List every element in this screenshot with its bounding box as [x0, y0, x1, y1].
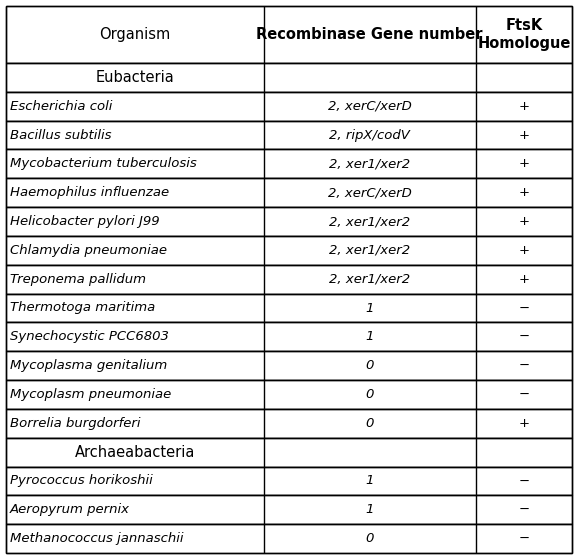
Text: −: − [518, 301, 529, 315]
Text: 0: 0 [365, 417, 374, 430]
Bar [6, 467, 572, 495]
Bar [6, 265, 572, 294]
Bar [6, 495, 572, 524]
Text: −: − [518, 532, 529, 545]
Bar [6, 6, 572, 63]
Text: 1: 1 [365, 504, 374, 516]
Text: Organism: Organism [99, 27, 171, 42]
Text: Methanococcus jannaschii: Methanococcus jannaschii [10, 532, 183, 545]
Text: +: + [518, 215, 529, 228]
Text: +: + [518, 417, 529, 430]
Text: Thermotoga maritima: Thermotoga maritima [10, 301, 155, 315]
Text: Recombinase Gene number: Recombinase Gene number [257, 27, 483, 42]
Text: 2, xerC/xerD: 2, xerC/xerD [328, 100, 412, 113]
Text: Borrelia burgdorferi: Borrelia burgdorferi [10, 417, 140, 430]
Text: Escherichia coli: Escherichia coli [10, 100, 112, 113]
Bar [6, 351, 572, 380]
Bar [6, 380, 572, 409]
Text: +: + [518, 186, 529, 199]
Text: Chlamydia pneumoniae: Chlamydia pneumoniae [10, 244, 167, 257]
Text: 1: 1 [365, 475, 374, 487]
Text: Mycoplasma genitalium: Mycoplasma genitalium [10, 359, 167, 372]
Text: Mycoplasm pneumoniae: Mycoplasm pneumoniae [10, 388, 171, 401]
Bar [6, 236, 572, 265]
Text: −: − [518, 504, 529, 516]
Text: Bacillus subtilis: Bacillus subtilis [10, 129, 112, 141]
Bar [6, 207, 572, 236]
Text: Treponema pallidum: Treponema pallidum [10, 273, 146, 286]
Bar [6, 121, 572, 149]
Text: 0: 0 [365, 532, 374, 545]
Text: +: + [518, 100, 529, 113]
Text: Pyrococcus horikoshii: Pyrococcus horikoshii [10, 475, 153, 487]
Text: Aeropyrum pernix: Aeropyrum pernix [10, 504, 130, 516]
Text: 2, xer1/xer2: 2, xer1/xer2 [329, 244, 410, 257]
Text: 1: 1 [365, 301, 374, 315]
Text: 2, xer1/xer2: 2, xer1/xer2 [329, 215, 410, 228]
Text: +: + [518, 158, 529, 170]
Text: Haemophilus influenzae: Haemophilus influenzae [10, 186, 169, 199]
Bar [6, 524, 572, 553]
Text: 2, ripX/codV: 2, ripX/codV [329, 129, 410, 141]
Text: Helicobacter pylori J99: Helicobacter pylori J99 [10, 215, 160, 228]
Text: −: − [518, 359, 529, 372]
Text: 0: 0 [365, 388, 374, 401]
Text: −: − [518, 388, 529, 401]
Text: Archaeabacteria: Archaeabacteria [75, 444, 195, 460]
Bar [6, 178, 572, 207]
Text: FtsK
Homologue: FtsK Homologue [477, 18, 570, 51]
Bar [6, 409, 572, 438]
Bar [6, 149, 572, 178]
Text: 2, xerC/xerD: 2, xerC/xerD [328, 186, 412, 199]
Text: −: − [518, 330, 529, 343]
Text: 1: 1 [365, 330, 374, 343]
Text: −: − [518, 475, 529, 487]
Bar [6, 63, 572, 92]
Text: 2, xer1/xer2: 2, xer1/xer2 [329, 273, 410, 286]
Text: +: + [518, 273, 529, 286]
Text: Eubacteria: Eubacteria [95, 70, 174, 85]
Text: 2, xer1/xer2: 2, xer1/xer2 [329, 158, 410, 170]
Text: +: + [518, 129, 529, 141]
Bar [6, 92, 572, 121]
Text: Mycobacterium tuberculosis: Mycobacterium tuberculosis [10, 158, 197, 170]
Text: 0: 0 [365, 359, 374, 372]
Bar [6, 294, 572, 323]
Text: Synechocystic PCC6803: Synechocystic PCC6803 [10, 330, 169, 343]
Bar [6, 438, 572, 467]
Text: +: + [518, 244, 529, 257]
Bar [6, 323, 572, 351]
